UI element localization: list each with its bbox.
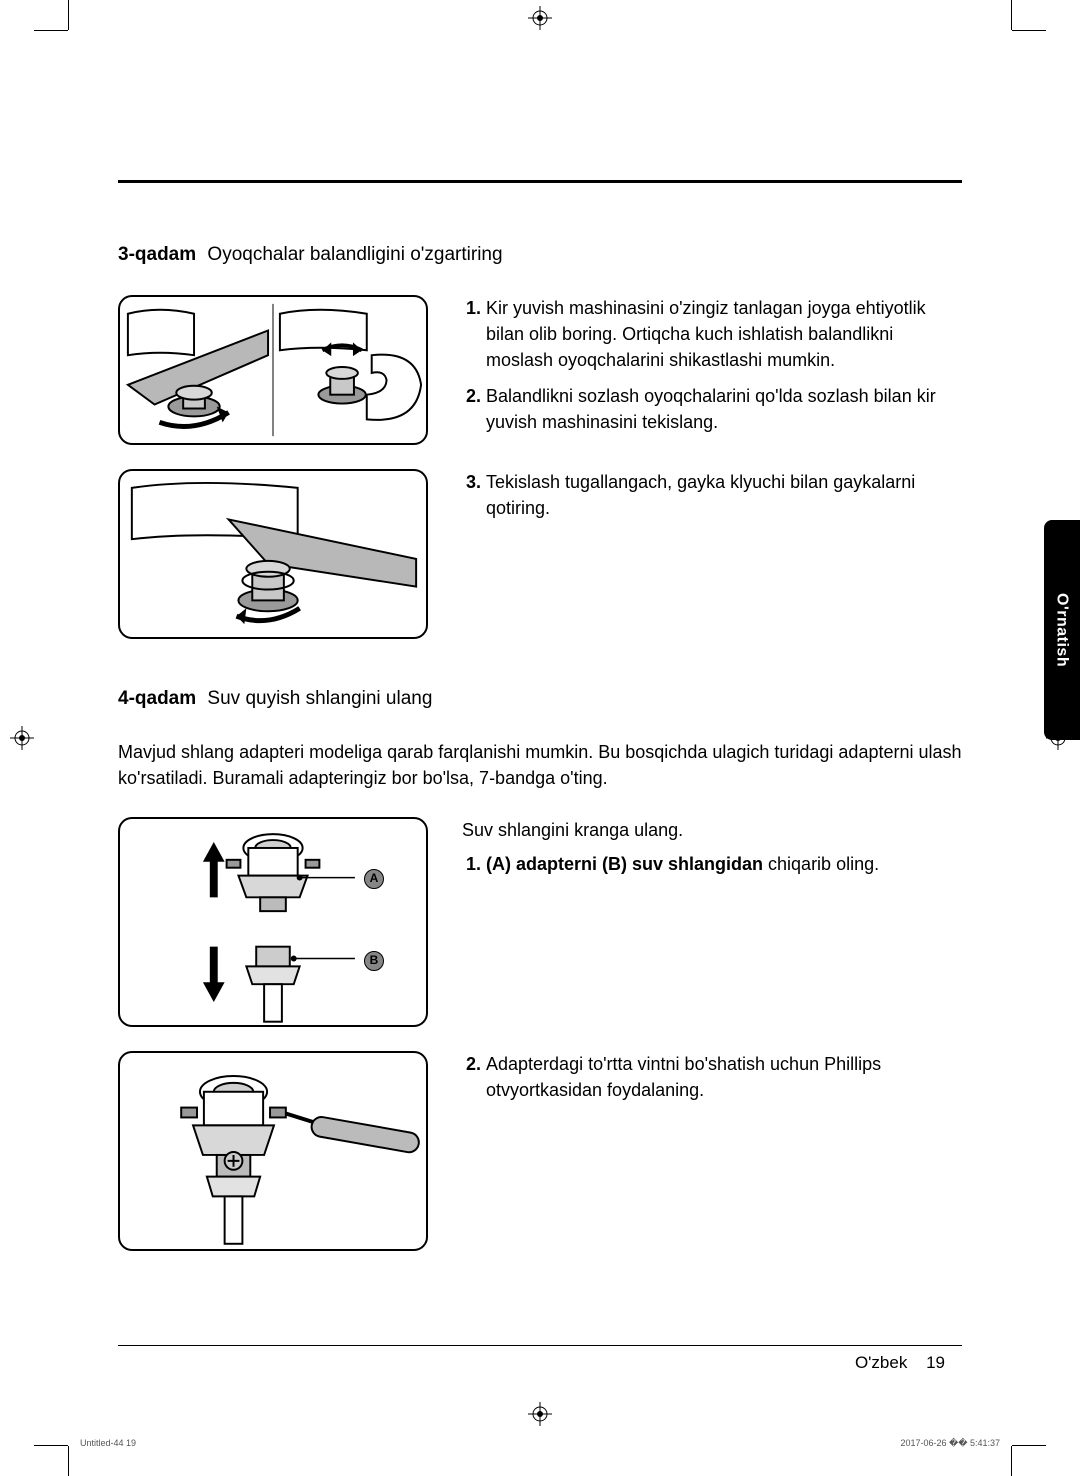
step4-illustration-2 (118, 1051, 428, 1251)
printer-footer: Untitled-44 19 2017-06-26 �� 5:41:37 (80, 1437, 1000, 1450)
step3-item-3: Tekislash tugallangach, gayka klyuchi bi… (486, 469, 962, 521)
crop-mark (34, 1445, 68, 1446)
printer-footer-left: Untitled-44 19 (80, 1437, 136, 1450)
step4-item-1-bold: (A) adapterni (B) suv shlangidan (486, 854, 763, 874)
crop-mark (1011, 0, 1012, 30)
footer-page-number: 19 (926, 1353, 945, 1372)
crop-mark (34, 30, 68, 31)
crop-mark (1012, 30, 1046, 31)
step4-title: Suv quyish shlangini ulang (207, 688, 432, 709)
divider (118, 180, 962, 183)
step3-item-2: Balandlikni sozlash oyoqchalarini qo'lda… (486, 383, 962, 435)
callout-a: A (364, 869, 384, 889)
step4-item-2: Adapterdagi to'rtta vintni bo'shatish uc… (486, 1051, 962, 1103)
printer-footer-right: 2017-06-26 �� 5:41:37 (900, 1437, 1000, 1450)
footer-language: O'zbek (855, 1353, 907, 1372)
step3-heading: 3-qadam Oyoqchalar balandligini o'zgarti… (118, 241, 962, 269)
step3-illustration-2 (118, 469, 428, 639)
page-footer: O'zbek 19 (855, 1351, 945, 1376)
step3-title: Oyoqchalar balandligini o'zgartiring (207, 244, 502, 265)
step3-illustration-1 (118, 295, 428, 445)
crop-mark (68, 1446, 69, 1476)
step4-item-1: (A) adapterni (B) suv shlangidan chiqari… (486, 851, 962, 877)
step4-lead: Suv shlangini kranga ulang. (462, 817, 962, 843)
section-tab: O'rnatish (1044, 520, 1080, 740)
step4-intro: Mavjud shlang adapteri modeliga qarab fa… (118, 739, 962, 791)
callout-b: B (364, 951, 384, 971)
crop-mark (1011, 1446, 1012, 1476)
crop-mark (68, 0, 69, 30)
divider (118, 1345, 962, 1346)
step4-heading: 4-qadam Suv quyish shlangini ulang (118, 685, 962, 713)
step3-prefix: 3-qadam (118, 244, 196, 265)
step4-illustration-1: A B (118, 817, 428, 1027)
registration-mark-icon (528, 6, 552, 30)
step3-item-1: Kir yuvish mashinasini o'zingiz tanlagan… (486, 295, 962, 373)
registration-mark-icon (10, 726, 34, 750)
section-tab-label: O'rnatish (1050, 593, 1073, 667)
crop-mark (1012, 1445, 1046, 1446)
step4-prefix: 4-qadam (118, 688, 196, 709)
page-content: 3-qadam Oyoqchalar balandligini o'zgarti… (68, 60, 1012, 1416)
step4-item-1-rest: chiqarib oling. (763, 854, 879, 874)
